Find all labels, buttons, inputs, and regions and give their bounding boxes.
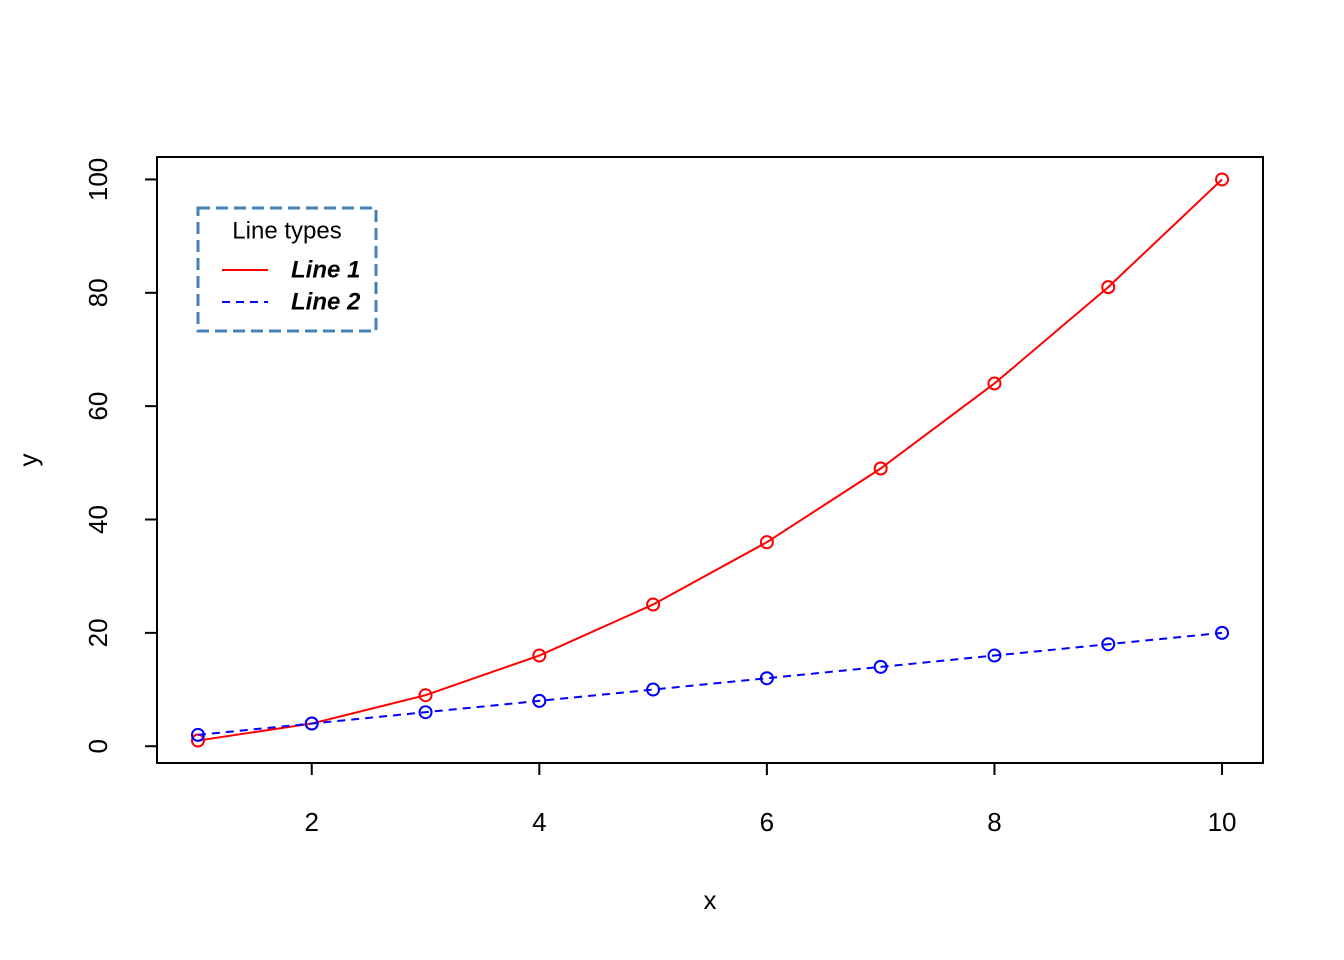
y-tick-label: 0 bbox=[83, 739, 113, 753]
point bbox=[1101, 637, 1116, 652]
point bbox=[759, 535, 774, 550]
point bbox=[190, 727, 205, 742]
legend-title: Line types bbox=[232, 217, 341, 244]
point bbox=[418, 705, 433, 720]
x-tick-label: 6 bbox=[760, 807, 774, 837]
y-tick-label: 40 bbox=[83, 505, 113, 534]
y-axis-label: y bbox=[13, 454, 43, 467]
x-axis-label: x bbox=[704, 885, 717, 915]
point bbox=[759, 671, 774, 686]
point bbox=[646, 682, 661, 697]
x-tick-label: 8 bbox=[987, 807, 1001, 837]
legend-label: Line 2 bbox=[291, 288, 361, 315]
y-tick-label: 60 bbox=[83, 392, 113, 421]
y-tick-label: 80 bbox=[83, 278, 113, 307]
point bbox=[1215, 172, 1230, 187]
point bbox=[532, 693, 547, 708]
series-line bbox=[197, 178, 1223, 742]
point bbox=[987, 376, 1002, 391]
series-line bbox=[197, 631, 1223, 736]
point bbox=[304, 716, 319, 731]
x-tick-label: 2 bbox=[305, 807, 319, 837]
point bbox=[873, 461, 888, 476]
point bbox=[1101, 280, 1116, 295]
point bbox=[873, 659, 888, 674]
legend-frame bbox=[196, 206, 378, 333]
y-tick-label: 20 bbox=[83, 618, 113, 647]
point bbox=[418, 688, 433, 703]
x-tick-label: 10 bbox=[1208, 807, 1237, 837]
point bbox=[1215, 625, 1230, 640]
legend: Line types Line 1 Line 2 bbox=[196, 206, 378, 333]
point bbox=[646, 597, 661, 612]
point bbox=[532, 648, 547, 663]
point bbox=[987, 648, 1002, 663]
legend-label: Line 1 bbox=[291, 256, 360, 283]
x-tick-label: 4 bbox=[532, 807, 546, 837]
y-tick-label: 100 bbox=[83, 158, 113, 201]
